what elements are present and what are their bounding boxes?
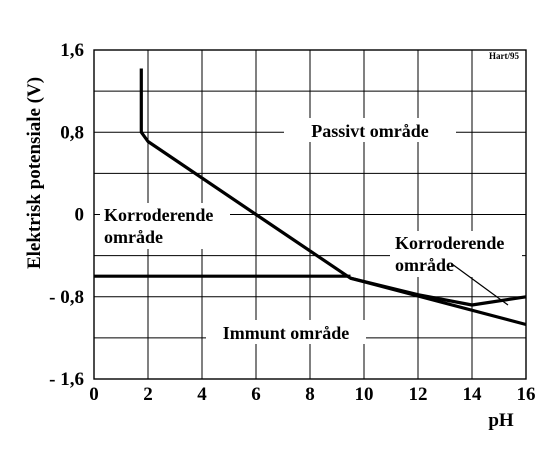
credit-label: Hart/95	[489, 51, 519, 61]
boundary-lines	[94, 68, 527, 327]
boundary-line-3	[350, 276, 527, 307]
x-tick-label: 14	[463, 384, 483, 405]
x-tick-label: 2	[143, 384, 153, 405]
region-corroding-right-line1: Korroderende	[395, 233, 504, 253]
y-tick-label: 0	[75, 205, 85, 226]
region-passive: Passivt område	[284, 118, 456, 142]
y-axis-label: Elektrisk potensiale (V)	[24, 77, 45, 269]
region-corroding-right: Korroderende område	[390, 231, 522, 306]
region-corroding-right-line2: område	[395, 255, 454, 275]
x-tick-label: 0	[89, 384, 99, 405]
y-tick-labels: 1,6 0,8 0 - 0,8 - 1,6	[49, 40, 84, 390]
x-tick-labels: 0 2 4 6 8 10 12 14 16	[89, 384, 535, 405]
region-corroding-right-pointer	[451, 263, 509, 306]
x-tick-label: 8	[305, 384, 315, 405]
x-axis-label: pH	[488, 410, 514, 431]
region-passive-label: Passivt område	[311, 121, 428, 141]
y-tick-label: - 0,8	[49, 287, 84, 308]
boundary-line-1	[139, 68, 527, 327]
x-tick-label: 4	[197, 384, 207, 405]
x-tick-label: 6	[251, 384, 261, 405]
region-corroding-left-line1: Korroderende	[104, 205, 213, 225]
y-tick-label: 0,8	[60, 122, 84, 143]
x-tick-label: 12	[409, 384, 428, 405]
x-tick-label: 16	[517, 384, 536, 405]
y-tick-label: 1,6	[60, 40, 84, 61]
region-immune-label: Immunt område	[223, 323, 350, 343]
x-tick-label: 10	[355, 384, 374, 405]
region-immune: Immunt område	[206, 320, 366, 344]
y-tick-label: - 1,6	[49, 369, 84, 390]
plot-frame	[93, 49, 527, 380]
region-corroding-left-line2: område	[104, 227, 163, 247]
region-corroding-left: Korroderende område	[100, 203, 230, 249]
